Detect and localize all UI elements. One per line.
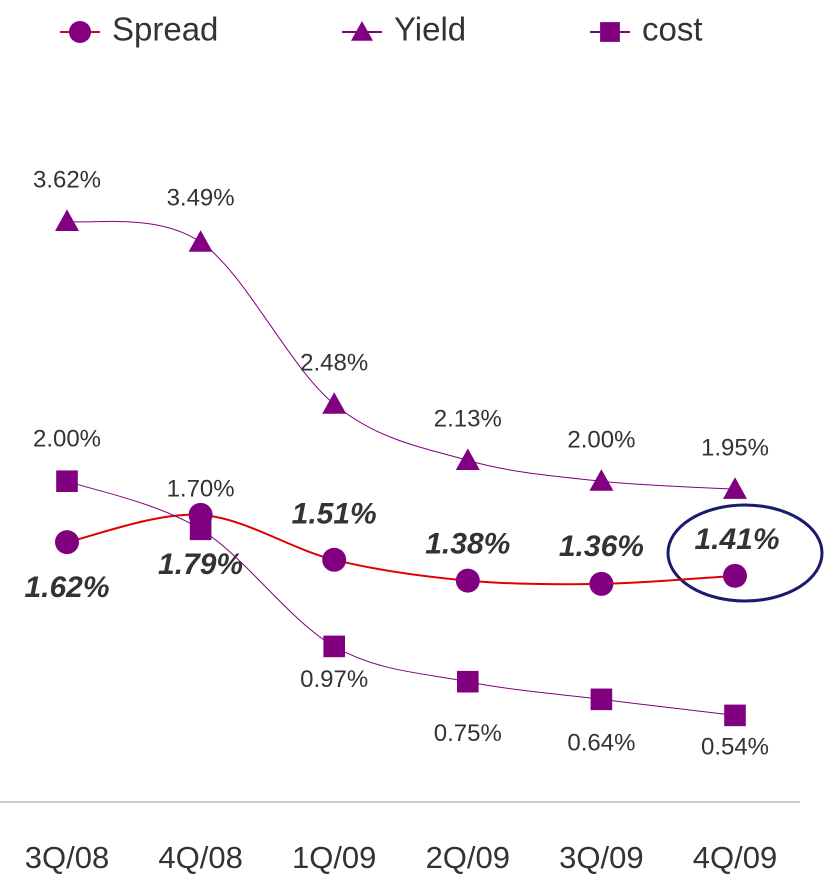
data-label: 3.62% [33, 167, 101, 194]
highlight-ellipse [666, 503, 824, 603]
marker [189, 518, 212, 541]
data-label: 0.75% [434, 720, 502, 747]
x-tick-label: 2Q/09 [426, 840, 510, 874]
marker [724, 704, 746, 727]
x-tick-label: 1Q/09 [292, 840, 376, 874]
marker [589, 571, 614, 596]
data-label: 1.70% [167, 476, 235, 503]
data-label: 2.13% [434, 406, 502, 433]
marker [590, 688, 613, 711]
marker [188, 230, 213, 252]
x-tick-label: 4Q/08 [158, 840, 242, 874]
marker [455, 448, 480, 470]
marker [322, 547, 347, 572]
data-label: 1.38% [425, 528, 510, 561]
legend-label: Yield [394, 11, 466, 48]
x-tick-label: 4Q/09 [693, 840, 777, 874]
data-label: 1.41% [694, 523, 779, 556]
marker [589, 469, 614, 491]
data-label: 1.62% [24, 571, 109, 604]
data-label: 1.95% [701, 435, 769, 462]
data-label: 2.00% [567, 427, 635, 454]
series-line [66, 480, 736, 716]
x-tick-label: 3Q/08 [25, 840, 109, 874]
marker [56, 470, 78, 492]
legend-marker [600, 22, 620, 42]
marker [55, 209, 79, 231]
data-label: 1.79% [158, 548, 243, 581]
data-label: 0.54% [701, 734, 769, 761]
marker [457, 670, 479, 693]
marker [723, 477, 747, 499]
data-label: 2.48% [300, 350, 368, 377]
data-label: 2.00% [33, 426, 101, 453]
series-line [66, 513, 736, 586]
legend-label: cost [642, 11, 703, 48]
data-label: 3.49% [167, 185, 235, 212]
marker [323, 635, 345, 658]
data-label: 0.64% [567, 730, 635, 757]
data-label: 1.51% [292, 498, 377, 531]
legend-label: Spread [112, 11, 218, 48]
legend-marker [351, 21, 373, 41]
x-tick-label: 3Q/09 [559, 840, 643, 874]
legend-marker [69, 21, 91, 43]
marker [723, 563, 747, 588]
marker [455, 568, 480, 593]
data-label: 1.36% [559, 530, 644, 563]
marker [322, 392, 347, 414]
data-label: 0.97% [300, 666, 368, 693]
marker [55, 530, 79, 555]
